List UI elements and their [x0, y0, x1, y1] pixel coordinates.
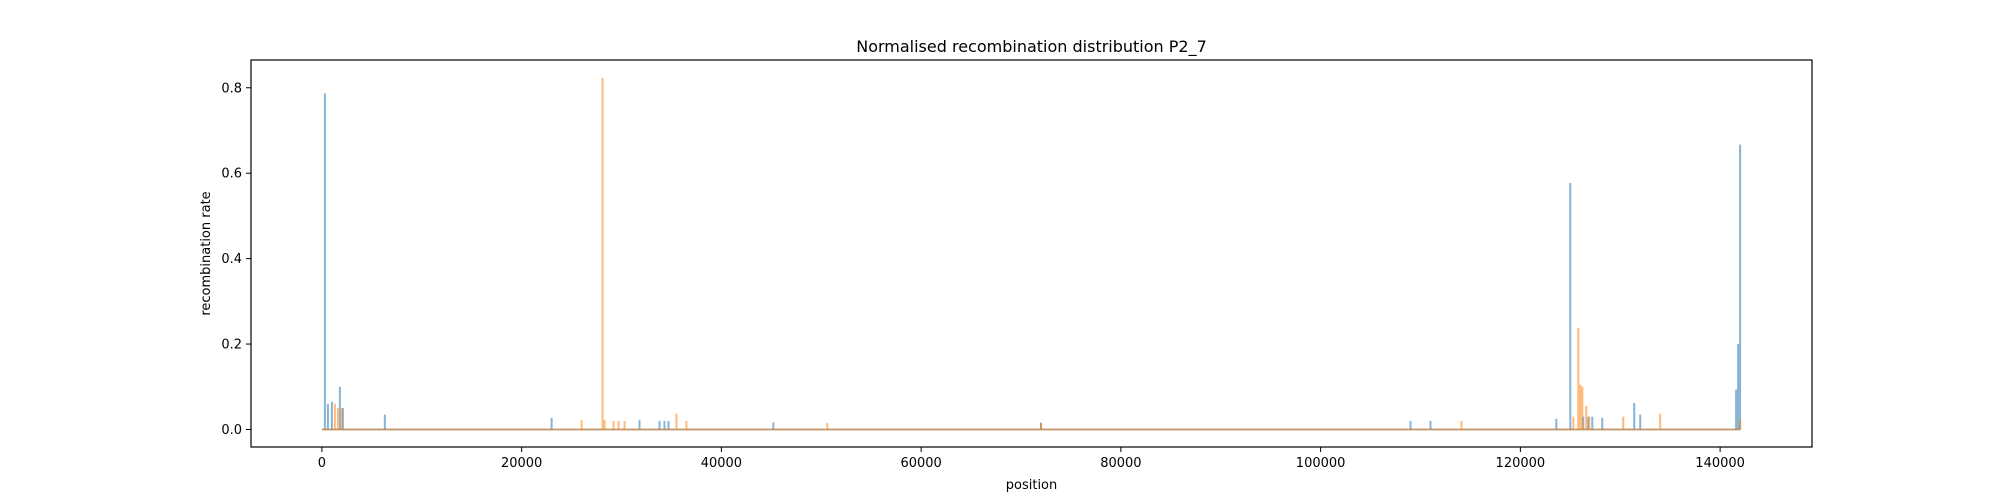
- y-axis-label: recombination rate: [199, 191, 214, 315]
- x-tick-label: 100000: [1296, 456, 1346, 471]
- y-tick-label: 0.4: [221, 252, 242, 267]
- x-tick-label: 60000: [900, 456, 941, 471]
- x-tick-label: 120000: [1496, 456, 1546, 471]
- y-tick-label: 0.8: [221, 81, 242, 96]
- y-tick-label: 0.2: [221, 338, 242, 353]
- x-tick-label: 0: [318, 456, 326, 471]
- series-1: [321, 93, 1742, 431]
- x-axis-label: position: [1006, 478, 1058, 493]
- chart-title: Normalised recombination distribution P2…: [856, 37, 1207, 57]
- x-tick-label: 20000: [501, 456, 542, 471]
- series-2: [321, 77, 1742, 431]
- y-tick-label: 0.0: [221, 423, 242, 438]
- x-tick-label: 80000: [1100, 456, 1141, 471]
- axes-frame: [250, 59, 1813, 448]
- y-tick-label: 0.6: [221, 167, 242, 182]
- x-tick-label: 40000: [701, 456, 742, 471]
- x-tick-label: 140000: [1695, 456, 1745, 471]
- chart-marks: [321, 77, 1742, 431]
- axis-ticks: 0 20000 40000 60000 80000 100000 120000 140000 0…: [221, 81, 1745, 471]
